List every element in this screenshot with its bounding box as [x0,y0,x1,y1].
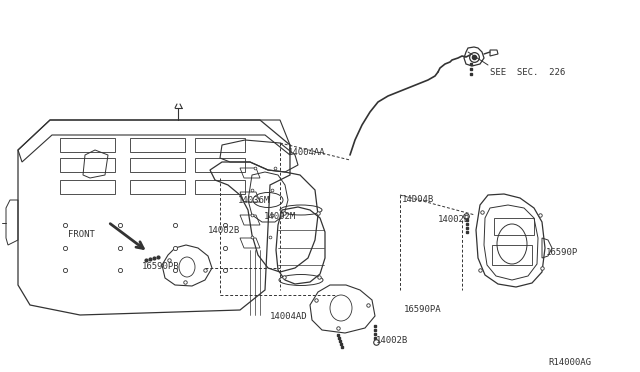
Text: 14036M: 14036M [238,196,270,205]
Text: SEE  SEC.  226: SEE SEC. 226 [490,68,565,77]
Text: 16590P: 16590P [546,248,579,257]
Text: 14004AD: 14004AD [270,312,308,321]
Text: 16590PA: 16590PA [404,305,442,314]
Text: FRONT: FRONT [68,230,95,239]
Text: 16590PB: 16590PB [142,262,180,271]
Text: R14000AG: R14000AG [548,358,591,367]
Text: 14004AA: 14004AA [288,148,326,157]
Text: 14D04B: 14D04B [402,195,435,204]
Text: 14002B: 14002B [208,226,240,235]
Text: 14002B: 14002B [376,336,408,345]
Text: 14002M: 14002M [264,212,296,221]
Text: 14002B: 14002B [438,215,470,224]
